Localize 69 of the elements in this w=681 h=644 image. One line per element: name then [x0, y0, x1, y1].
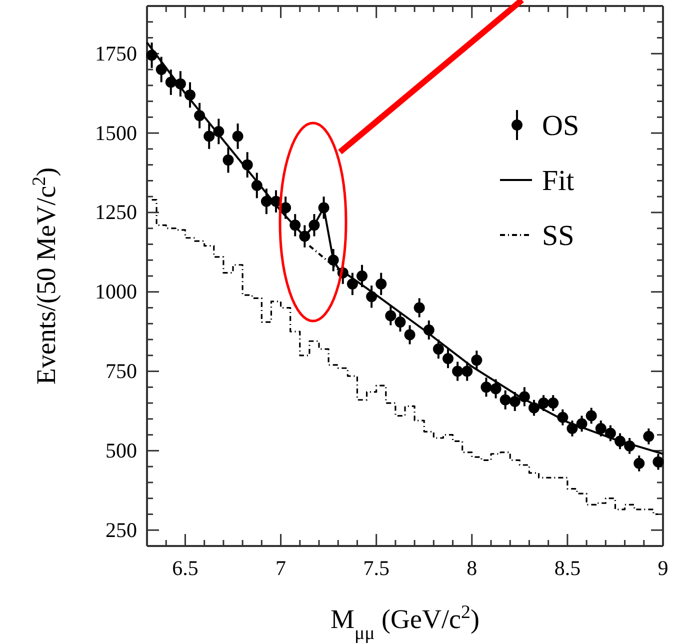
- point: [174, 78, 186, 90]
- point: [156, 64, 167, 76]
- point: [538, 398, 550, 409]
- point: [346, 278, 358, 290]
- point: [442, 353, 454, 364]
- point: [146, 50, 158, 61]
- point: [480, 382, 492, 393]
- point: [462, 366, 473, 377]
- x-tick-label: 8.5: [554, 556, 581, 580]
- point: [184, 89, 196, 100]
- point: [204, 130, 215, 142]
- point: [194, 110, 206, 122]
- point: [471, 354, 482, 366]
- y-tick-label: 1000: [95, 280, 137, 304]
- point: [423, 324, 434, 336]
- point: [548, 398, 559, 409]
- y-tick-label: 1500: [95, 120, 137, 145]
- point: [299, 230, 310, 242]
- point: [165, 76, 176, 88]
- y-tick-label: 750: [106, 359, 137, 384]
- point: [490, 383, 502, 394]
- x-tick-label: 8: [466, 556, 478, 580]
- point: [232, 130, 244, 142]
- point: [308, 220, 320, 231]
- point: [251, 180, 262, 191]
- point: [528, 402, 540, 414]
- point: [500, 394, 511, 406]
- point: [518, 391, 530, 402]
- legend-label: SS: [542, 220, 574, 252]
- point: [318, 202, 330, 214]
- point: [595, 422, 606, 434]
- legend-label: OS: [542, 110, 580, 142]
- point: [604, 428, 616, 439]
- point: [624, 440, 636, 452]
- point: [213, 126, 224, 137]
- point: [586, 410, 597, 422]
- point: [634, 458, 645, 469]
- point: [385, 310, 396, 322]
- point: [280, 202, 292, 214]
- point: [557, 412, 568, 423]
- point: [414, 302, 425, 314]
- point: [394, 316, 406, 328]
- x-axis-title: M$_{μμ}$ (GeV/c$^{2}$): [330, 602, 480, 644]
- point: [242, 159, 253, 170]
- point: [290, 220, 301, 231]
- point: [404, 329, 416, 340]
- y-tick-label: 250: [106, 518, 137, 542]
- x-tick-label: 7: [276, 556, 286, 580]
- y-tick-label: 1750: [95, 41, 137, 66]
- point: [328, 254, 339, 266]
- y-tick-label: 500: [106, 438, 137, 462]
- point: [366, 291, 378, 302]
- point: [376, 278, 387, 290]
- point: [643, 430, 654, 442]
- point: [566, 422, 578, 434]
- y-tick-label: 1250: [95, 200, 137, 224]
- point: [260, 196, 272, 207]
- point: [452, 366, 464, 377]
- point: [432, 344, 444, 355]
- x-tick-label: 6.5: [172, 556, 198, 580]
- x-tick-label: 7.5: [363, 556, 390, 580]
- point: [576, 418, 588, 430]
- legend-label: Fit: [542, 165, 574, 197]
- point: [614, 436, 626, 447]
- point: [356, 270, 368, 282]
- point: [222, 154, 234, 166]
- point: [652, 456, 664, 468]
- point: [509, 396, 520, 407]
- x-tick-label: 9: [658, 556, 668, 580]
